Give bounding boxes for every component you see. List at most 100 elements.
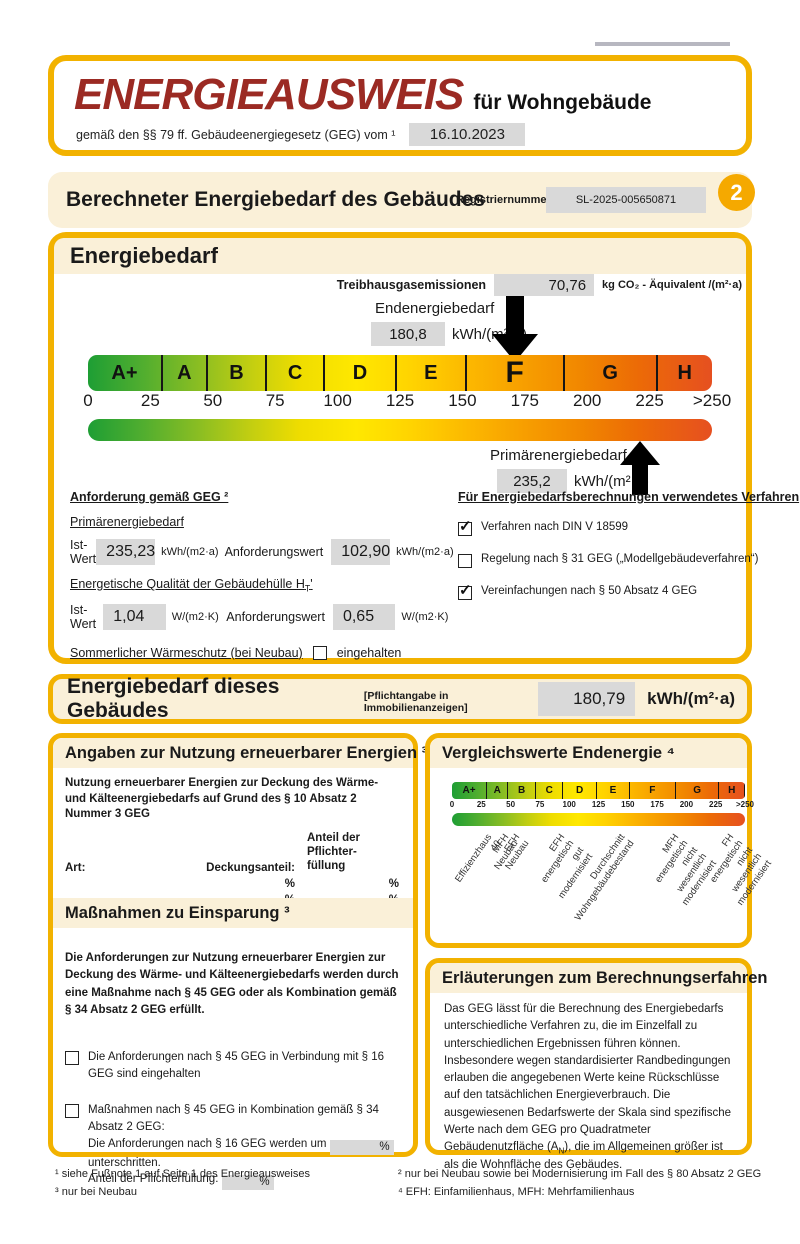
scale-segment: E [597, 782, 630, 799]
header-title-row: ENERGIEAUSWEIS für Wohngebäude [74, 73, 652, 117]
scale-segment-g: G [565, 355, 658, 391]
scale-tick: 150 [448, 391, 477, 410]
method-label: Verfahren nach DIN V 18599 [481, 521, 629, 533]
method-checkbox-modellgebaeude[interactable] [458, 554, 472, 568]
footnote-4: ⁴ EFH: Einfamilienhaus, MFH: Mehrfamilie… [398, 1185, 635, 1198]
primary-requirement-value-field[interactable]: 102,90 [331, 539, 391, 565]
page-badge: 2 [718, 174, 755, 211]
energy-gradient-bar [88, 419, 712, 441]
method-item-din-v-18599: ✓ Verfahren nach DIN V 18599 [458, 518, 746, 536]
comparison-gradient-bar [452, 813, 745, 826]
underrun-percent-field[interactable]: % [329, 1139, 394, 1155]
ist-wert-label: Ist-Wert [70, 602, 97, 631]
top-divider-line [595, 42, 730, 46]
primary-energy-sub-heading: Primärenergiebedarf [70, 515, 184, 529]
scale-tick: 100 [323, 391, 352, 410]
scale-class-label: H [728, 785, 736, 796]
scale-segment-f-current: F [467, 355, 565, 391]
summer-heat-protection-checkbox[interactable] [312, 645, 327, 660]
primary-energy-label: Primärenergiebedarf [490, 447, 627, 464]
envelope-quality-label: Energetische Qualität der Gebäudehülle H [70, 577, 305, 591]
savings-item-1: Die Anforderungen nach § 45 GEG in Verbi… [65, 1049, 401, 1082]
document-subtitle: für Wohngebäude [473, 91, 652, 114]
final-energy-label: Endenergiebedarf [375, 300, 495, 317]
primary-energy-value-field[interactable]: 235,2 [497, 469, 567, 493]
building-energy-note: [Pflichtangabe in Immobilienanzeigen] [363, 690, 468, 714]
explanations-text: ), die im Allgemeinen größer ist als die… [444, 1141, 723, 1172]
scale-segment-d: D [325, 355, 397, 391]
scale-tick: 125 [591, 800, 606, 809]
savings-item-2-text: Maßnahmen nach § 45 GEG in Kombination g… [88, 1102, 401, 1191]
savings-intro: Die Anforderungen zur Nutzung erneuerbar… [65, 952, 399, 1016]
fulfillment-percent-field[interactable]: % [221, 1175, 274, 1191]
scale-tick: 225 [635, 391, 664, 410]
ghg-value-field[interactable]: 70,76 [494, 274, 595, 296]
energy-class-scale: A+ A B C D E F G H [88, 355, 712, 391]
scale-tick: 25 [476, 800, 486, 809]
checkbox-mark: ✓ [459, 518, 472, 535]
primary-ist-value-field[interactable]: 235,23 [96, 539, 156, 565]
percent-sign: % [284, 877, 295, 890]
scale-tick: 75 [265, 391, 285, 410]
scale-segment: D [563, 782, 597, 799]
scale-tick: 125 [385, 391, 415, 410]
building-energy-band: Energiebedarf dieses Gebäudes [Pflichtan… [48, 674, 752, 724]
scale-tick: 100 [562, 800, 576, 809]
energy-scale-ticks: 0 25 50 75 100 125 150 175 200 225 >250 [83, 391, 731, 417]
arrow-down-icon [492, 296, 538, 362]
savings-title: Maßnahmen zu Einsparung ³ [65, 904, 290, 922]
header-box: ENERGIEAUSWEIS für Wohngebäude gemäß den… [48, 55, 752, 156]
scale-tick: 175 [510, 391, 539, 410]
pflichterfuellung-column-label: Anteil der Pflichter- füllung [307, 831, 361, 873]
method-checkbox-vereinfachungen[interactable]: ✓ [458, 582, 472, 600]
savings-checkbox-2[interactable] [65, 1104, 79, 1119]
primary-energy-values-row: Ist-Wert 235,23 kWh/(m2·a) Anforderungsw… [70, 538, 454, 566]
savings-item-2-line2-post: unterschritten. [88, 1156, 161, 1169]
building-energy-value-field[interactable]: 180,79 [537, 682, 636, 716]
anforderungswert-label: Anforderungswert [226, 609, 325, 624]
explanations-header-strip: Erläuterungen zum Berechnungserfahren [430, 963, 768, 993]
scale-class-label: B [229, 361, 244, 384]
scale-class-label: C [545, 785, 553, 796]
envelope-requirement-value-field[interactable]: 0,65 [332, 603, 396, 630]
scale-class-label: A+ [111, 361, 138, 384]
renewables-box: Angaben zur Nutzung erneuerbarer Energie… [48, 733, 427, 1191]
comparison-label: FH energetisch nicht wesentlich modernis… [708, 832, 774, 908]
registration-number-field[interactable]: SL-2025-005650871 [546, 187, 706, 213]
scale-segment: C [536, 782, 564, 799]
savings-item-2-line1: Maßnahmen nach § 45 GEG in Kombination g… [88, 1104, 379, 1134]
explanations-subscript: N [558, 1146, 565, 1156]
percent-sign: % [388, 877, 399, 890]
date-field[interactable]: 16.10.2023 [409, 123, 526, 146]
scale-class-label: D [576, 785, 584, 796]
arrow-up-icon [620, 441, 660, 495]
ist-wert-label: Ist-Wert [70, 538, 97, 566]
energiebedarf-title: Energiebedarf [70, 243, 218, 268]
law-reference-row: gemäß den §§ 79 ff. Gebäudeenergiegesetz… [76, 123, 526, 146]
method-checkbox-din[interactable]: ✓ [458, 518, 472, 536]
method-item-vereinfachungen: ✓ Vereinfachungen nach § 50 Absatz 4 GEG [458, 582, 746, 600]
scale-tick: 200 [573, 391, 602, 410]
footnote-3: ³ nur bei Neubau [55, 1185, 137, 1198]
savings-checkbox-1[interactable] [65, 1051, 79, 1065]
scale-tick: 75 [535, 800, 545, 809]
scale-class-label: G [693, 785, 702, 796]
primary-ist-unit: kWh/(m2·a) [161, 546, 219, 558]
explanations-title: Erläuterungen zum Berechnungserfahren [442, 969, 768, 987]
art-column-label: Art: [65, 861, 86, 874]
summer-heat-protection-label: Sommerlicher Wärmeschutz (bei Neubau) [70, 645, 303, 660]
scale-tick: 0 [83, 391, 93, 410]
scale-tick: 0 [449, 800, 455, 809]
section-band: Berechneter Energiebedarf des Gebäudes R… [48, 172, 752, 228]
scale-segment-c: C [267, 355, 326, 391]
law-reference-text: gemäß den §§ 79 ff. Gebäudeenergiegesetz… [76, 127, 396, 142]
method-item-modellgebaeude: Regelung nach § 31 GEG („Modellgebäudeve… [458, 553, 758, 568]
primary-energy-row: 235,2 kWh/(m²·a) [497, 469, 649, 493]
envelope-ist-unit: W/(m2·K) [171, 610, 219, 623]
renewables-row: % % [65, 878, 401, 890]
envelope-ist-value-field[interactable]: 1,04 [103, 603, 166, 630]
building-energy-title: Energiebedarf dieses Gebäudes [67, 675, 280, 722]
explanations-box: Erläuterungen zum Berechnungserfahren Da… [425, 958, 768, 1171]
ghg-row: Treibhausgasemissionen 70,76 kg CO₂ - Äq… [337, 274, 742, 296]
final-energy-value-field[interactable]: 180,8 [371, 322, 445, 346]
